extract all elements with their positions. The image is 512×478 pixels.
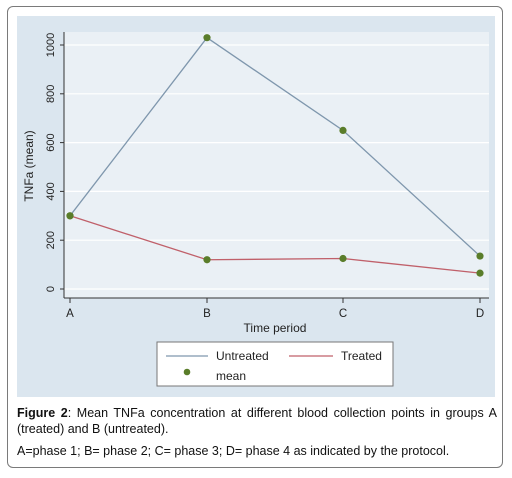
marker-treated-D xyxy=(476,269,484,277)
x-tick-label-B: B xyxy=(203,308,211,320)
y-tick-label-400: 400 xyxy=(45,182,57,200)
legend-box xyxy=(156,341,394,387)
caption-note: A=phase 1; B= phase 2; C= phase 3; D= ph… xyxy=(17,444,450,458)
figure-label: Figure 2 xyxy=(17,406,68,420)
y-axis-title: TNFa (mean) xyxy=(22,130,36,201)
marker-treated-A xyxy=(66,212,74,220)
legend-label-untreated: Untreated xyxy=(216,349,269,363)
marker-untreated-B xyxy=(203,34,211,42)
figure-text: : Mean TNFa concentration at different b… xyxy=(17,406,497,436)
y-tick-label-800: 800 xyxy=(45,85,57,103)
plot-background xyxy=(64,32,489,298)
legend-label-mean: mean xyxy=(216,369,246,383)
legend-swatch-mean xyxy=(183,368,191,376)
x-axis-title: Time period xyxy=(244,321,307,335)
y-tick-label-1000: 1000 xyxy=(45,33,57,57)
legend-label-treated: Treated xyxy=(341,349,382,363)
y-tick-label-600: 600 xyxy=(45,133,57,151)
marker-untreated-D xyxy=(476,252,484,260)
y-tick-label-200: 200 xyxy=(45,231,57,249)
x-tick-label-D: D xyxy=(476,308,484,320)
marker-treated-C xyxy=(339,254,347,263)
caption-main: Figure 2: Mean TNFa concentration at dif… xyxy=(17,405,497,437)
y-tick-label-0: 0 xyxy=(45,286,57,292)
marker-untreated-C xyxy=(339,126,347,134)
series-line-untreated xyxy=(69,36,481,257)
x-tick-label-A: A xyxy=(66,308,74,320)
series-line-treated xyxy=(69,215,481,274)
marker-treated-B xyxy=(203,256,211,264)
x-tick-label-C: C xyxy=(339,308,347,320)
figure-caption: Figure 2: Mean TNFa concentration at dif… xyxy=(17,405,497,459)
